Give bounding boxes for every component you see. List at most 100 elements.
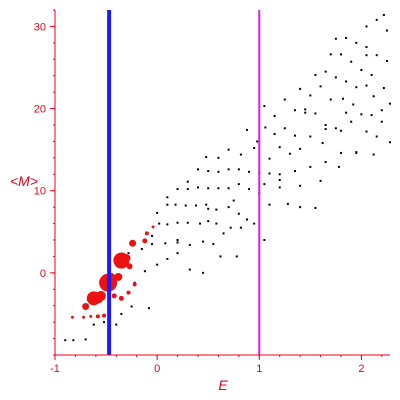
tick-marks [50,9,383,360]
black-point-71 [239,153,242,156]
red-point-2 [89,314,93,318]
black-point-46 [246,218,249,221]
x-tick-label-1: 0 [154,363,160,375]
black-point-119 [385,59,388,62]
black-point-107 [380,109,383,112]
red-point-11 [114,272,123,281]
red-point-20 [142,238,148,244]
red-point-18 [126,263,133,270]
black-point-17 [140,248,143,251]
black-point-95 [319,85,322,88]
red-point-3 [95,314,100,319]
black-point-99 [360,113,363,116]
black-point-26 [151,234,154,237]
red-point-22 [151,225,155,229]
black-point-8 [147,307,150,310]
black-point-86 [273,114,276,117]
black-point-67 [278,173,281,176]
red-point-17 [132,282,137,287]
black-point-151 [263,239,266,241]
black-point-145 [365,130,368,133]
black-point-30 [186,221,189,224]
black-point-75 [288,152,291,155]
black-point-21 [188,243,191,246]
red-point-16 [126,290,131,295]
black-point-33 [215,222,218,225]
black-point-22 [202,240,205,243]
black-point-14 [188,268,191,271]
black-point-16 [127,252,130,255]
black-point-49 [176,188,179,191]
black-point-69 [217,156,220,159]
black-point-40 [184,204,187,207]
black-point-10 [143,270,146,273]
black-point-97 [342,97,345,100]
black-point-114 [334,37,337,40]
black-point-150 [370,114,373,117]
black-point-19 [164,242,167,245]
axes [54,10,390,356]
black-point-39 [174,203,177,206]
black-point-78 [256,140,259,143]
black-point-92 [339,129,342,132]
black-point-2 [84,338,87,341]
black-point-110 [350,60,353,63]
black-point-131 [324,160,327,163]
black-point-54 [227,187,230,190]
black-point-125 [207,207,210,210]
y-tick-label-0: 0 [40,268,46,280]
black-point-100 [314,73,317,76]
black-point-74 [278,146,281,149]
black-point-96 [329,98,332,101]
black-point-48 [166,196,169,199]
x-axis-title: E [218,377,228,393]
x-tick-label-2: 1 [256,363,262,375]
black-point-63 [237,168,240,171]
y-tick-label-3: 30 [34,21,46,33]
red-point-0 [70,315,74,319]
black-point-1 [72,339,75,342]
black-point-113 [382,87,385,90]
vertical-lines [107,10,261,355]
black-point-11 [156,263,159,266]
black-point-85 [263,105,266,108]
black-point-90 [314,112,317,115]
black-point-149 [350,120,353,123]
black-point-116 [355,41,358,44]
black-point-142 [319,179,322,182]
black-point-45 [237,212,240,215]
black-point-80 [273,133,276,136]
black-point-64 [248,170,251,173]
black-point-109 [339,53,342,56]
red-points-series [70,225,155,319]
black-point-28 [166,223,169,226]
black-point-77 [246,128,249,131]
black-point-154 [389,102,391,105]
black-point-140 [278,186,281,189]
black-points-series [64,13,391,342]
black-point-81 [283,127,286,130]
black-point-53 [217,187,220,190]
black-point-52 [207,187,210,190]
black-point-112 [370,73,373,76]
black-point-58 [186,180,189,183]
black-point-37 [156,211,159,214]
black-point-91 [324,124,327,126]
black-point-4 [103,321,106,324]
black-point-123 [385,29,388,32]
x-tick-label-3: 2 [358,363,364,375]
black-point-117 [365,45,368,48]
black-point-44 [227,206,230,209]
black-point-56 [248,188,251,191]
black-point-94 [309,94,312,97]
black-point-101 [324,70,327,73]
black-point-41 [194,204,197,207]
black-point-25 [235,255,238,258]
black-point-111 [360,68,363,71]
black-point-108 [329,53,332,56]
black-point-148 [334,127,337,130]
black-point-115 [345,36,348,39]
black-point-12 [166,257,169,260]
black-point-24 [219,255,222,258]
